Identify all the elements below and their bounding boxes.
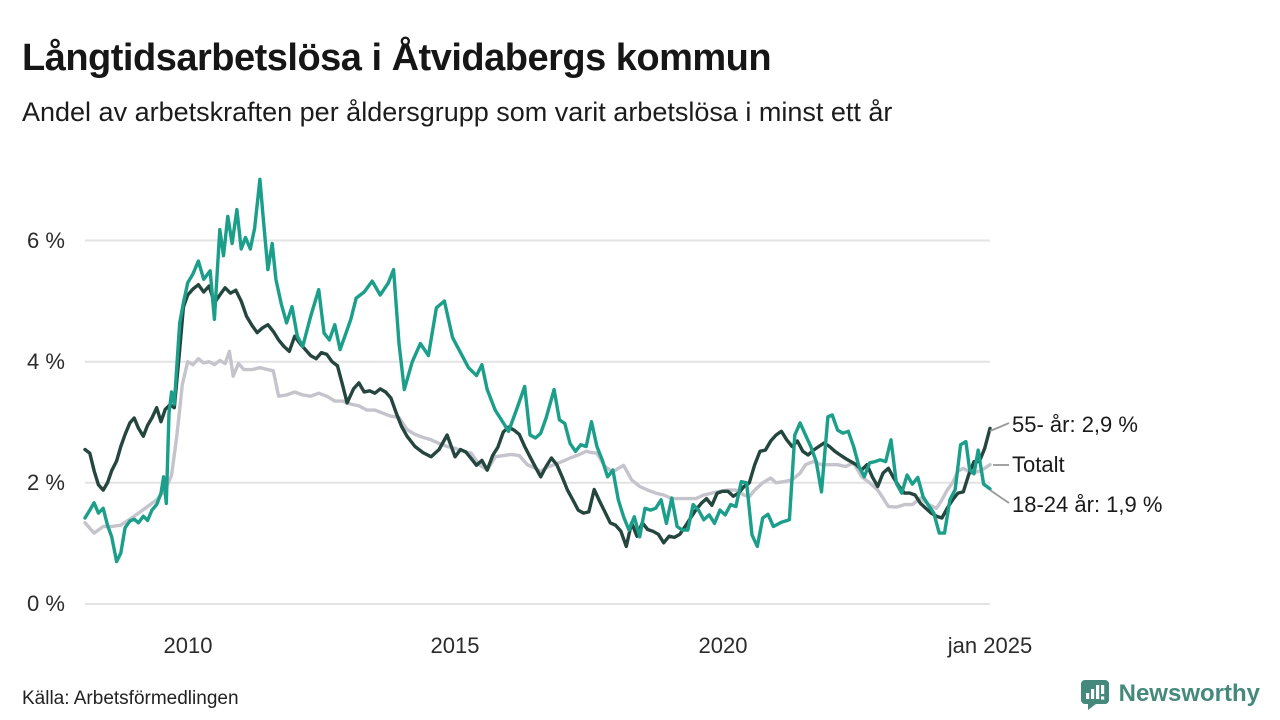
x-axis-tick-2025: jan 2025 [947,633,1033,658]
page-title: Långtidsarbetslösa i Åtvidabergs kommun [22,37,772,80]
connector-55-icon [989,422,1010,432]
y-axis-tick-0: 0 % [27,591,65,616]
page-subtitle: Andel av arbetskraften per åldersgrupp s… [22,97,893,127]
source-note: Källa: Arbetsförmedlingen [22,688,239,709]
series-line-totalt [83,349,992,535]
y-axis-tick-2: 2 % [27,470,65,495]
x-axis-tick-2015: 2015 [430,633,480,658]
series-end-label-total: Totalt [1012,452,1065,477]
series-end-label-55: 55- år: 2,9 % [1012,412,1138,437]
series-line-18-24-r [83,177,992,564]
brand-name: Newsworthy [1118,680,1260,707]
bar-chart-speech-bubble-icon [1080,680,1109,710]
y-axis-tick-4: 4 % [27,349,65,374]
newsworthy-branding: Newsworthy [1079,678,1260,710]
series-line-55-r [83,283,992,549]
gridlines [85,239,990,605]
y-axis-tick-6: 6 % [27,228,65,253]
connector-18-24-icon [989,489,1010,504]
x-axis-tick-2020: 2020 [698,633,748,658]
x-axis-tick-2010: 2010 [163,633,213,658]
chart-series [83,177,992,564]
label-connectors [989,422,1010,504]
series-end-label-18-24: 18-24 år: 1,9 % [1012,492,1163,517]
